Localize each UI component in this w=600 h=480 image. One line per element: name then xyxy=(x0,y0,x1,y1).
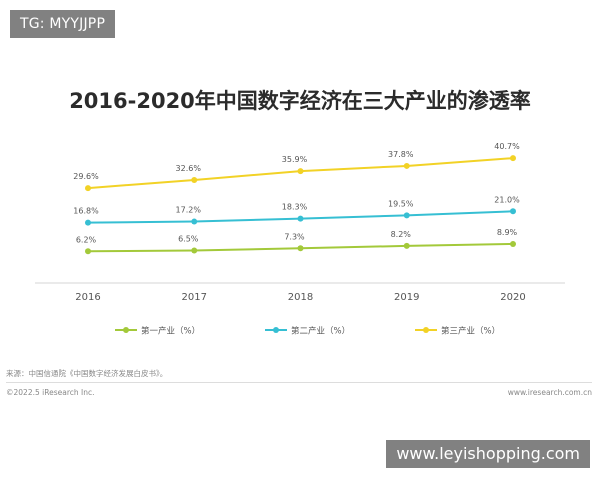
source-note: 来源：中国信通院《中国数字经济发展白皮书》。 xyxy=(6,369,168,378)
x-tick-label: 2019 xyxy=(394,292,419,303)
data-point xyxy=(403,212,410,219)
legend-label: 第二产业（%） xyxy=(291,326,350,337)
data-point xyxy=(191,176,198,183)
data-label: 6.5% xyxy=(178,234,199,243)
chart-title: 2016-2020年中国数字经济在三大产业的渗透率 xyxy=(69,89,531,113)
site-watermark: www.leyishopping.com xyxy=(386,440,590,468)
legend-label: 第三产业（%） xyxy=(441,326,500,337)
data-label: 40.7% xyxy=(494,142,520,151)
copyright-text: ©2022.5 iResearch Inc. xyxy=(6,388,95,397)
data-label: 37.8% xyxy=(388,150,414,159)
x-tick-label: 2018 xyxy=(288,292,313,303)
data-point xyxy=(403,162,410,169)
data-label: 32.6% xyxy=(176,164,202,173)
data-point xyxy=(403,242,410,249)
data-point xyxy=(85,185,91,192)
data-point xyxy=(297,168,304,175)
data-label: 17.2% xyxy=(176,206,202,215)
data-point xyxy=(191,218,198,225)
data-point xyxy=(510,208,516,215)
data-label: 29.6% xyxy=(73,172,99,181)
data-label: 8.9% xyxy=(497,228,518,237)
data-label: 7.3% xyxy=(284,232,305,241)
x-tick-label: 2020 xyxy=(500,292,525,303)
footer-divider xyxy=(6,382,592,383)
data-point xyxy=(510,155,516,162)
data-label: 8.2% xyxy=(391,230,412,239)
data-point xyxy=(85,219,91,226)
data-label: 35.9% xyxy=(282,155,308,164)
data-point xyxy=(297,215,304,222)
data-label: 21.0% xyxy=(494,195,520,204)
data-label: 6.2% xyxy=(76,235,97,244)
data-point xyxy=(510,240,516,247)
legend-marker xyxy=(273,327,279,333)
line-chart: 2016 2017 2018 2019 2020 6.2% 6.5% 7.3% 8.2% 8.9%… xyxy=(35,142,565,337)
data-point xyxy=(85,248,91,255)
data-label: 19.5% xyxy=(388,199,414,208)
legend-label: 第一产业（%） xyxy=(141,326,200,337)
data-label: 18.3% xyxy=(282,203,308,212)
tg-watermark: TG: MYYJJPP xyxy=(10,10,116,38)
x-tick-label: 2016 xyxy=(75,292,100,303)
x-tick-label: 2017 xyxy=(182,292,207,303)
legend-marker xyxy=(123,327,129,333)
data-point xyxy=(191,247,198,254)
legend-marker xyxy=(423,327,429,333)
data-point xyxy=(297,245,304,252)
data-label: 16.8% xyxy=(73,207,99,216)
website-text: www.iresearch.com.cn xyxy=(507,388,592,397)
